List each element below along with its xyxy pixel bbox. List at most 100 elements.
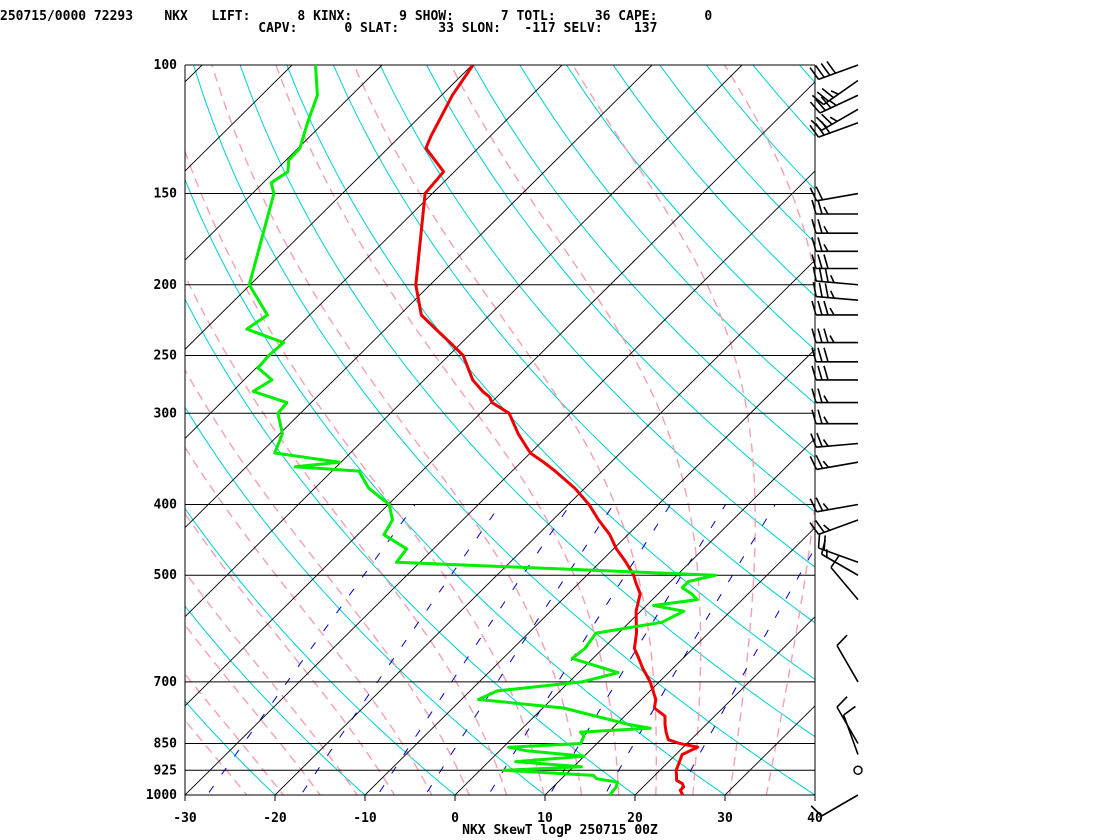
dry-adiabat: [519, 65, 815, 405]
wind-barb: [810, 108, 859, 132]
pressure-label: 925: [154, 763, 177, 778]
moist-adiabat: [185, 571, 359, 795]
pressure-tick-labels: 1000 925 850 700 500 400 300 250 200 150 100: [146, 58, 177, 803]
wind-barb: [811, 388, 858, 404]
pressure-label: 1000: [146, 788, 177, 803]
moist-adiabat: [724, 65, 815, 795]
header-line-2: CAPV: 0 SLAT: 33 SLON: -117 SELV: 137: [0, 21, 658, 36]
isotherm: [185, 65, 563, 440]
dry-adiabat: [185, 298, 636, 795]
dry-adiabat: [566, 65, 815, 351]
mixing-ratio-line: [487, 504, 671, 795]
isotherm: [814, 794, 815, 795]
background-lines: [0, 65, 1120, 811]
wind-barb: [810, 432, 859, 448]
mixing-ratio-line: [676, 547, 815, 795]
moist-adiabat: [185, 512, 396, 795]
wind-barb: [811, 254, 858, 270]
dewpoint-line: [245, 65, 718, 795]
isobar-lines: [184, 64, 816, 796]
temperature-label: 20: [627, 811, 643, 826]
dry-adiabat: [752, 65, 815, 137]
isotherm: [185, 65, 293, 172]
pressure-label: 100: [154, 58, 178, 73]
pressure-label: 200: [154, 278, 178, 293]
dry-adiabat: [612, 65, 815, 297]
isotherm: [889, 65, 1120, 810]
wind-barb: [811, 365, 858, 381]
wind-barb: [811, 219, 858, 235]
temperature-label: -30: [173, 811, 197, 826]
dry-adiabat: [185, 605, 366, 795]
wind-barbs: [809, 60, 863, 817]
dry-adiabat: [185, 406, 546, 795]
wind-barb: [809, 186, 859, 202]
pressure-label: 300: [154, 406, 178, 421]
wind-barb: [809, 519, 859, 536]
pressure-label: 250: [154, 348, 178, 363]
wind-barb: [811, 300, 858, 316]
dry-adiabat: [185, 178, 726, 795]
wind-barb: [811, 237, 858, 253]
wind-barb: [809, 60, 859, 81]
moist-adiabat: [185, 623, 322, 795]
wind-barb: [811, 199, 858, 215]
moist-adiabat: [185, 446, 433, 795]
mixing-ratio-line: [604, 504, 776, 795]
dry-adiabat: [472, 65, 815, 459]
temperature-tick-labels: -30 -20 -10 0 10 20 30 40: [173, 795, 823, 826]
dry-adiabat: [379, 65, 815, 568]
wind-barb: [812, 266, 859, 286]
isotherm: [364, 348, 815, 795]
isotherm: [0, 65, 22, 810]
isotherm: [185, 65, 743, 618]
moist-adiabat: [353, 65, 657, 795]
dry-adiabat: [705, 65, 815, 191]
wind-barb: [820, 539, 859, 576]
dry-adiabat: [846, 65, 1120, 811]
isotherm: [185, 170, 815, 795]
wind-barb: [817, 533, 859, 564]
dry-adiabat: [193, 65, 815, 795]
wind-barb: [811, 79, 859, 106]
wind-barb: [836, 634, 859, 683]
moist-adiabat: [185, 719, 248, 795]
temperature-label: 0: [451, 811, 459, 826]
moist-adiabat: [572, 65, 756, 795]
temperature-label: 30: [717, 811, 733, 826]
isotherm: [544, 526, 815, 795]
mixing-ratio-line: [424, 504, 614, 795]
isotherm: [185, 65, 653, 529]
temperature-label: -20: [263, 811, 287, 826]
moist-adiabat: [211, 65, 583, 795]
isotherm: [185, 65, 473, 350]
dry-adiabat: [332, 65, 815, 624]
wind-barb: [812, 282, 859, 302]
wind-barb: [809, 454, 859, 471]
isotherm: [0, 65, 112, 810]
isotherm: [454, 437, 815, 795]
isotherm: [185, 81, 815, 707]
wind-barb: [810, 794, 859, 817]
wind-barb: [809, 497, 859, 513]
pressure-label: 150: [154, 187, 178, 202]
temperature-line: [414, 65, 700, 795]
mixing-ratio-line: [549, 504, 727, 795]
dry-adiabat: [185, 700, 276, 795]
dry-adiabat: [799, 65, 815, 84]
moist-adiabat: [185, 149, 545, 795]
temperature-label: 10: [537, 811, 553, 826]
dry-adiabat: [659, 65, 815, 244]
wind-barb: [811, 347, 858, 363]
pressure-label: 400: [154, 498, 178, 513]
isotherm: [185, 65, 383, 261]
isotherm: [274, 259, 815, 795]
temperature-label: 40: [807, 811, 823, 826]
sounding-profiles: [245, 65, 718, 795]
isotherm: [634, 616, 815, 795]
dry-adiabat: [185, 794, 186, 795]
dry-adiabat: [239, 65, 815, 738]
moist-adiabat: [185, 673, 285, 795]
dry-adiabat: [185, 507, 456, 795]
